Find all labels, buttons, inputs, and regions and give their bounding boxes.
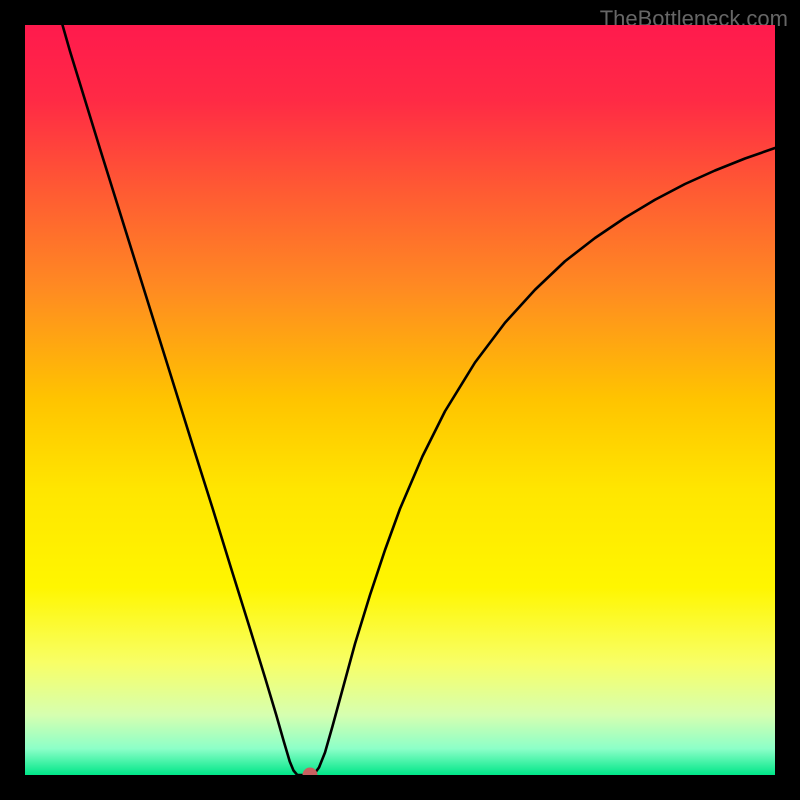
chart-background [25, 25, 775, 775]
bottleneck-chart [25, 25, 775, 775]
root: TheBottleneck.com [0, 0, 800, 800]
